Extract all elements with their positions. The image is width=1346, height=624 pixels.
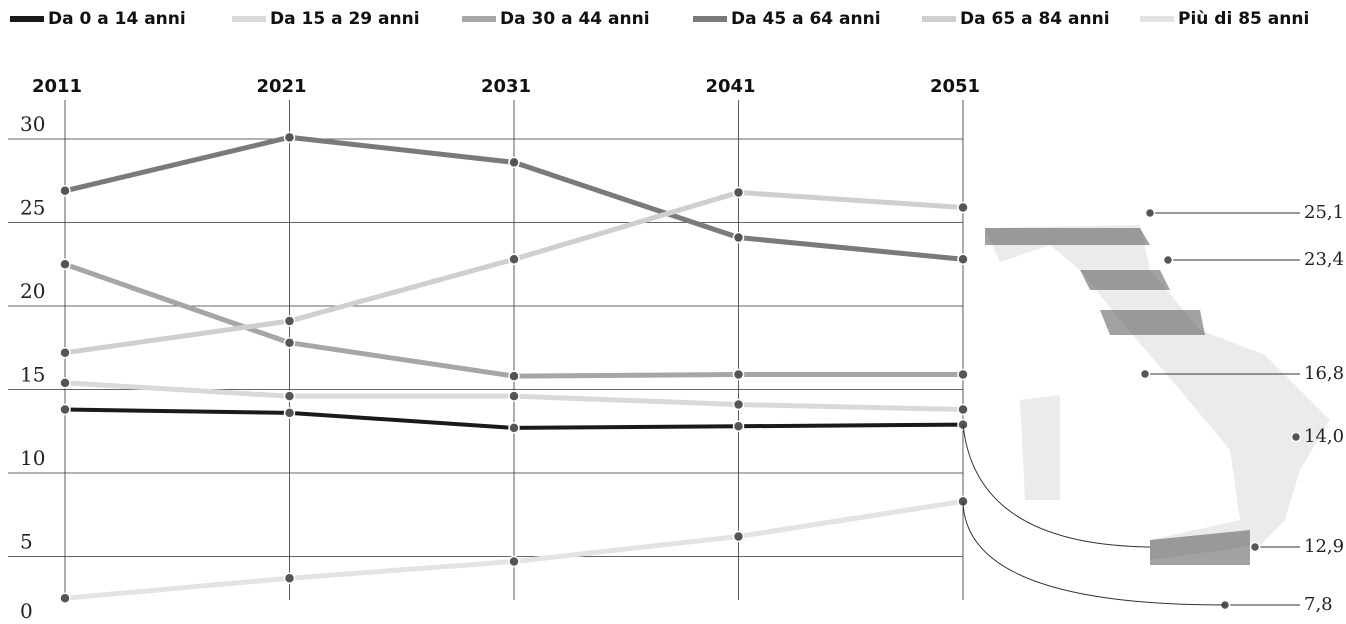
annotation: 14,0 <box>1304 426 1344 447</box>
data-point <box>957 403 969 416</box>
data-point <box>283 131 296 144</box>
data-point <box>283 336 296 349</box>
data-point <box>732 398 745 411</box>
callout-dot <box>1144 207 1156 219</box>
x-tick-label: 2051 <box>930 76 980 97</box>
legend-label: Più di 85 anni <box>1178 9 1309 29</box>
data-point <box>508 422 520 434</box>
data-point <box>59 185 71 197</box>
data-point <box>957 368 969 381</box>
y-tick-label: 10 <box>20 446 45 470</box>
annotation: 25,1 <box>1304 202 1344 223</box>
callout-dot <box>1249 541 1261 553</box>
data-point <box>283 390 296 402</box>
y-tick-label: 15 <box>20 363 45 387</box>
data-point <box>59 377 71 389</box>
data-point <box>732 231 745 244</box>
data-point <box>508 555 520 568</box>
map-region <box>985 228 1250 565</box>
y-tick-label: 0 <box>20 599 33 623</box>
callout-dot <box>1139 368 1151 380</box>
data-point <box>59 258 71 270</box>
x-tick-label: 2021 <box>256 76 306 97</box>
x-tick-label: 2031 <box>481 76 531 97</box>
x-tick-label: 2041 <box>705 76 755 97</box>
annotation: 12,9 <box>1304 536 1344 557</box>
data-point <box>732 186 745 199</box>
legend-label: Da 65 a 84 anni <box>960 9 1110 29</box>
map-italy <box>985 225 1330 560</box>
legend-label: Da 0 a 14 anni <box>48 9 186 29</box>
y-tick-label: 5 <box>20 530 33 554</box>
legend-label: Da 15 a 29 anni <box>270 9 420 29</box>
annotation: 23,4 <box>1304 249 1344 270</box>
y-tick-label: 25 <box>20 196 45 220</box>
data-point <box>732 530 745 543</box>
data-point <box>283 407 296 419</box>
annotation: 7,8 <box>1304 594 1333 615</box>
data-point <box>508 253 520 265</box>
data-point <box>732 368 745 381</box>
data-point <box>59 347 71 359</box>
data-point <box>957 253 969 265</box>
callout-line <box>962 423 1151 548</box>
data-point <box>508 390 520 402</box>
data-point <box>508 370 520 382</box>
y-tick-label: 20 <box>20 279 45 303</box>
data-point <box>508 156 520 169</box>
data-point <box>283 315 296 327</box>
data-point <box>283 572 296 584</box>
data-point <box>59 403 71 416</box>
y-tick-label: 30 <box>20 112 45 136</box>
annotation: 16,8 <box>1304 363 1344 384</box>
callout-dot <box>1290 431 1302 443</box>
data-point <box>732 420 745 432</box>
legend-label: Da 45 a 64 anni <box>731 9 881 29</box>
data-point <box>59 592 71 604</box>
x-tick-label: 2011 <box>32 76 82 97</box>
data-point <box>957 201 969 214</box>
callout-dot <box>1162 254 1174 266</box>
callout-line <box>962 500 1226 606</box>
legend-label: Da 30 a 44 anni <box>500 9 650 29</box>
